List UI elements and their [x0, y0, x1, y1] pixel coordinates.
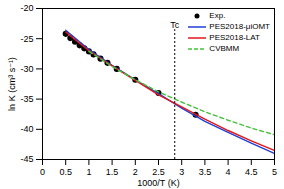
svg-text:2.5: 2.5	[152, 167, 165, 177]
svg-text:-40: -40	[20, 124, 33, 134]
svg-text:1: 1	[86, 167, 91, 177]
svg-text:1.5: 1.5	[106, 167, 119, 177]
svg-text:-20: -20	[20, 3, 33, 13]
svg-text:0: 0	[40, 167, 45, 177]
svg-text:-25: -25	[20, 34, 33, 44]
html-text:PES2018-LAT: PES2018-LAT	[209, 33, 260, 42]
svg-text:-45: -45	[20, 154, 33, 164]
svg-text:-30: -30	[20, 64, 33, 74]
svg-text:0.5: 0.5	[59, 167, 72, 177]
svg-text:4.5: 4.5	[245, 167, 258, 177]
html-text:Exp.: Exp.	[209, 11, 226, 20]
svg-text:Tc: Tc	[170, 20, 180, 30]
html-text:CVBMM: CVBMM	[209, 44, 240, 53]
svg-text:1000/T (K): 1000/T (K)	[137, 178, 179, 188]
svg-text:2: 2	[133, 167, 138, 177]
svg-text:3.5: 3.5	[199, 167, 212, 177]
svg-text:3: 3	[179, 167, 184, 177]
svg-text:-35: -35	[20, 94, 33, 104]
svg-text:4: 4	[226, 167, 231, 177]
svg-text:5: 5	[272, 167, 277, 177]
svg-text:ln K (cm³ s⁻¹): ln K (cm³ s⁻¹)	[7, 57, 17, 111]
html-text:PES2018-μiOMT: PES2018-μiOMT	[209, 22, 270, 31]
